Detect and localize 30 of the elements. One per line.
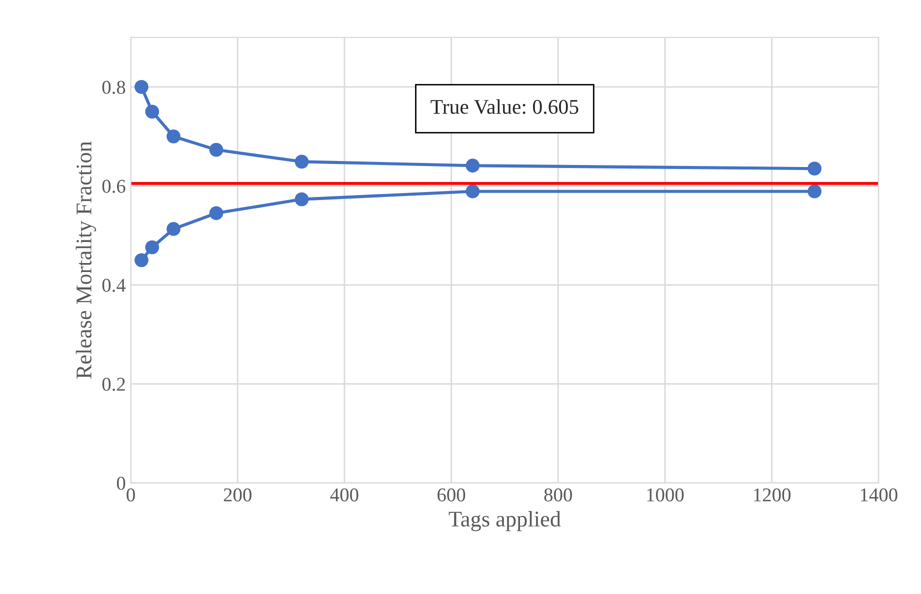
point [209, 206, 224, 220]
x-tick-label: 400 [330, 488, 358, 502]
point [294, 192, 309, 206]
point [466, 158, 480, 173]
y-tick-label: 0.4 [102, 278, 126, 292]
x-tick-label: 1400 [860, 488, 898, 502]
x-tick-label: 0 [126, 488, 135, 502]
x-tick-label: 600 [438, 488, 466, 502]
y-axis-title: Release Mortality Fraction [76, 141, 96, 379]
point [166, 129, 180, 144]
point [134, 80, 148, 94]
annotation: True Value: 0.605 [430, 99, 578, 114]
x-tick-label: 200 [224, 488, 252, 502]
y-tick-label: 0 [116, 476, 126, 490]
x-tick-label: 1000 [647, 488, 684, 502]
x-axis-title: Tags applied [448, 510, 561, 532]
point [808, 162, 822, 176]
x-tick-label: 800 [544, 488, 572, 502]
point [466, 184, 480, 198]
y-tick-label: 0.6 [102, 180, 126, 193]
x-tick-label: 1200 [754, 488, 790, 502]
point [166, 222, 180, 236]
point [808, 184, 822, 198]
point [145, 104, 160, 119]
point [134, 253, 148, 268]
point [294, 154, 309, 169]
y-tick-label: 0.8 [102, 80, 126, 94]
point [145, 240, 160, 254]
point [209, 142, 224, 157]
y-tick-label: 0.2 [102, 378, 125, 391]
